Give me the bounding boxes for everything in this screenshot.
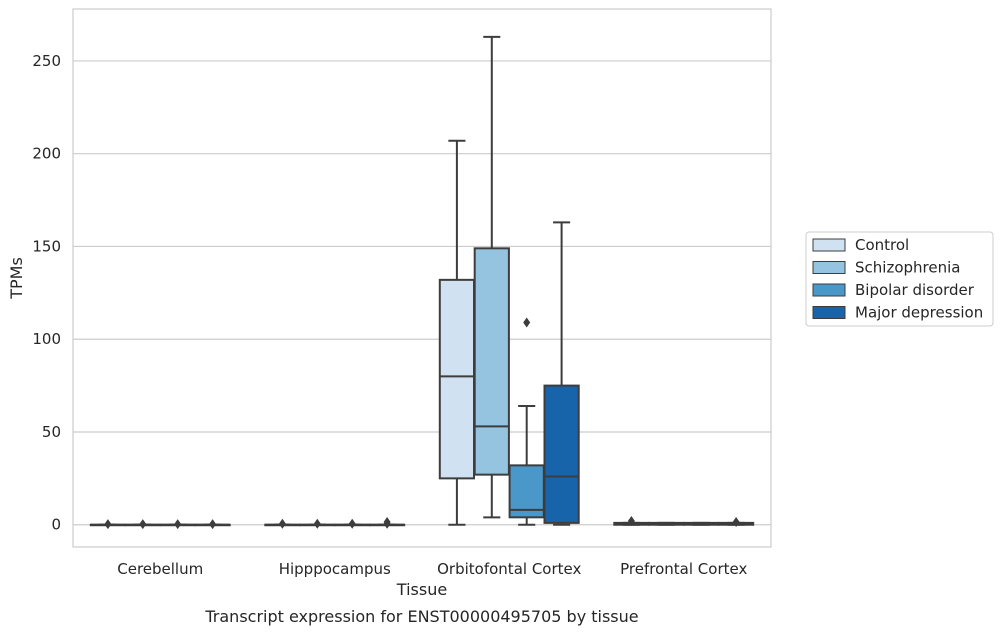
chart-caption: Transcript expression for ENST0000049570… (204, 607, 638, 626)
x-tick-label: Orbitofontal Cortex (437, 560, 581, 578)
x-tick-label: Hipppocampus (279, 560, 391, 578)
box-group (543, 221, 580, 526)
box-group (438, 139, 476, 526)
outlier-point (104, 519, 112, 530)
box-plot-layer (89, 35, 755, 530)
outlier-point (348, 518, 356, 529)
box-group (508, 317, 545, 526)
outlier-point (174, 519, 182, 530)
box (508, 464, 545, 519)
outlier-point (627, 516, 635, 527)
box-group (299, 518, 336, 529)
box-group (648, 521, 685, 526)
box-group (683, 521, 720, 526)
box-group (89, 519, 127, 530)
outlier-point (139, 519, 147, 530)
legend: Control Schizophrenia Bipolar disorder Majo… (805, 231, 994, 327)
box-group (194, 519, 231, 530)
plot-area-frame (72, 8, 772, 548)
y-tick-label: 250 (32, 52, 61, 70)
y-tick-label: 150 (32, 237, 61, 255)
box-group (368, 516, 406, 529)
legend-label: Schizophrenia (855, 259, 960, 277)
box (543, 384, 580, 524)
legend-label: Major depression (855, 304, 983, 322)
box-group (473, 35, 510, 519)
x-axis-ticks: Cerebellum Hipppocampus Orbitofontal Corte… (117, 560, 747, 578)
y-tick-label: 50 (42, 423, 61, 441)
legend-swatch (812, 283, 846, 297)
y-axis-ticks: 0 50 100 150 200 250 (32, 52, 61, 534)
outlier-point (278, 518, 286, 529)
x-tick-label: Prefrontal Cortex (620, 560, 747, 578)
x-tick-label: Cerebellum (117, 560, 203, 578)
x-axis-label: Tissue (396, 580, 447, 599)
outlier-point (209, 519, 217, 530)
legend-swatch (812, 261, 846, 274)
y-tick-label: 200 (32, 145, 61, 163)
box-group (613, 516, 650, 527)
legend-label: Bipolar disorder (855, 281, 975, 299)
outlier-point (383, 516, 391, 527)
box (438, 278, 476, 480)
legend-frame (805, 231, 994, 327)
legend-swatch (812, 306, 846, 319)
outlier-point (732, 516, 740, 527)
y-axis-label: TPMs (7, 257, 26, 300)
box-group (124, 519, 161, 530)
box (473, 247, 510, 476)
legend-label: Control (855, 236, 909, 254)
outlier-point (523, 317, 531, 328)
box-group (717, 516, 755, 527)
box-group (334, 518, 371, 529)
legend-swatch (812, 238, 846, 252)
y-tick-label: 100 (32, 330, 61, 348)
box-group (159, 519, 196, 530)
grid (73, 60, 771, 526)
box-group (264, 518, 301, 529)
outlier-point (313, 518, 321, 529)
y-tick-label: 0 (51, 516, 61, 534)
